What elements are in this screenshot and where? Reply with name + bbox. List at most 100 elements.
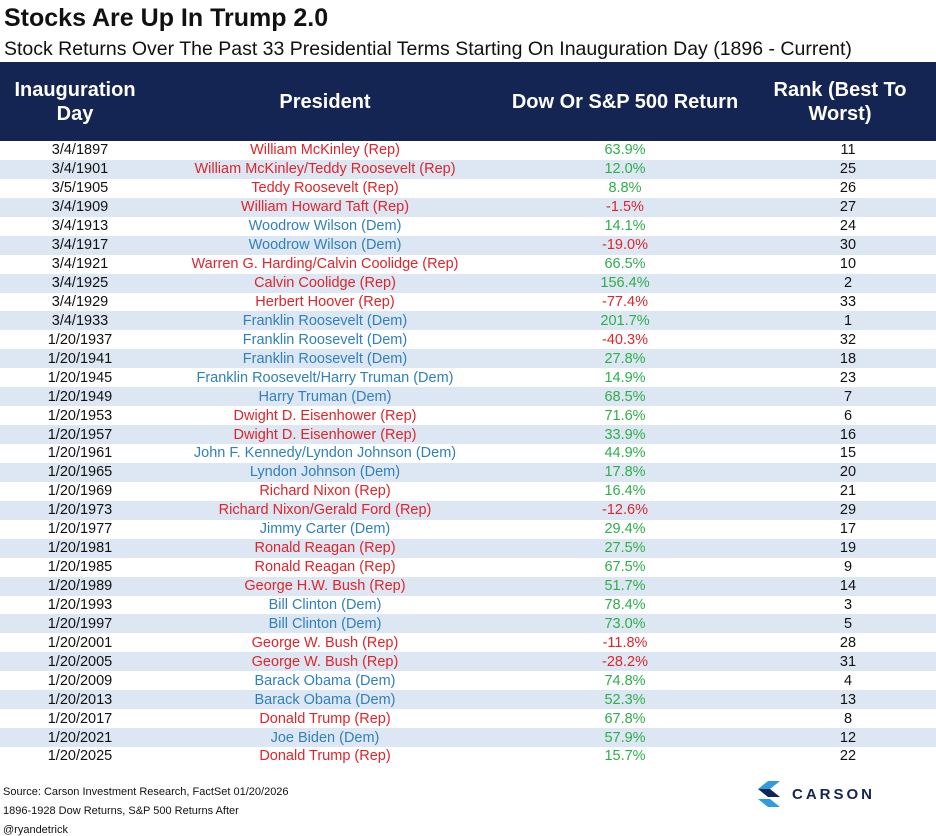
date-cell: 1/20/1985 (47, 559, 113, 576)
rank-cell: 29 (839, 502, 857, 519)
date-cell: 1/20/1989 (47, 578, 113, 595)
rank-cell: 22 (839, 748, 857, 765)
president-cell: William Howard Taft (Rep) (240, 199, 410, 216)
footer-line: @ryandetrick (3, 824, 68, 836)
president-cell: Franklin Roosevelt (Dem) (242, 312, 408, 329)
date-cell: 1/20/1969 (47, 483, 113, 500)
president-cell: William McKinley/Teddy Roosevelt (Rep) (194, 161, 456, 178)
rank-cell: 9 (843, 559, 853, 576)
date-cell: 1/20/1981 (47, 540, 113, 557)
rank-cell: 17 (839, 521, 857, 538)
table-row: 3/4/1925 Calvin Coolidge (Rep) 156.4% 2 (0, 273, 936, 293)
return-cell: 44.9% (604, 445, 646, 462)
rank-cell: 33 (839, 293, 857, 310)
table-row: 1/20/1941 Franklin Roosevelt (Dem) 27.8% 18 (0, 349, 936, 369)
date-cell: 3/4/1933 (51, 312, 109, 329)
table-row: 1/20/1945 Franklin Roosevelt/Harry Truman… (0, 368, 936, 387)
date-cell: 3/4/1929 (51, 293, 109, 310)
table-row: 1/20/1981 Ronald Reagan (Rep) 27.5% 19 (0, 538, 936, 558)
rank-cell: 32 (839, 331, 857, 348)
table-row: 1/20/2021 Joe Biden (Dem) 57.9% 12 (0, 728, 936, 747)
date-cell: 1/20/1993 (47, 596, 113, 613)
return-cell: 201.7% (600, 312, 650, 329)
return-cell: 15.7% (604, 748, 646, 765)
footer-line: 1896-1928 Dow Returns, S&P 500 Returns A… (3, 805, 239, 817)
return-cell: 67.5% (604, 559, 646, 576)
return-cell: 63.9% (604, 142, 646, 159)
table-row: 1/20/1969 Richard Nixon (Rep) 16.4% 21 (0, 482, 936, 501)
rank-cell: 25 (839, 161, 857, 178)
table-row: 3/4/1913 Woodrow Wilson (Dem) 14.1% 24 (0, 217, 936, 236)
president-cell: William McKinley (Rep) (250, 142, 400, 159)
president-cell: Donald Trump (Rep) (259, 748, 391, 765)
rank-cell: 13 (839, 691, 857, 708)
rank-cell: 1 (843, 312, 853, 329)
title: Stocks Are Up In Trump 2.0 (4, 4, 329, 32)
date-cell: 1/20/2025 (47, 748, 113, 765)
column-header: Dow Or S&P 500 Return (511, 90, 739, 113)
return-cell: 14.1% (604, 218, 646, 235)
president-cell: Dwight D. Eisenhower (Rep) (233, 407, 417, 424)
date-cell: 3/4/1901 (51, 161, 109, 178)
return-cell: -19.0% (602, 237, 648, 254)
date-cell: 3/4/1917 (51, 237, 109, 254)
logo-text: CARSON (792, 785, 876, 803)
president-cell: Bill Clinton (Dem) (268, 615, 382, 632)
president-cell: Ronald Reagan (Rep) (254, 559, 396, 576)
date-cell: 1/20/2017 (47, 710, 113, 727)
table-row: 1/20/1993 Bill Clinton (Dem) 78.4% 3 (0, 596, 936, 615)
table-row: 1/20/1965 Lyndon Johnson (Dem) 17.8% 20 (0, 462, 936, 482)
rank-cell: 24 (839, 218, 857, 235)
table-row: 1/20/1961 John F. Kennedy/Lyndon Johnson … (0, 444, 936, 463)
president-cell: Lyndon Johnson (Dem) (249, 464, 401, 481)
date-cell: 3/5/1905 (51, 180, 109, 197)
table-row: 1/20/1937 Franklin Roosevelt (Dem) -40.3% 3… (0, 330, 936, 349)
return-cell: 74.8% (604, 672, 646, 689)
rank-cell: 3 (843, 596, 853, 613)
date-cell: 1/20/1961 (47, 445, 113, 462)
president-cell: Barack Obama (Dem) (254, 672, 396, 689)
table-row: 1/20/1997 Bill Clinton (Dem) 73.0% 5 (0, 614, 936, 634)
return-cell: 17.8% (604, 464, 646, 481)
rank-cell: 15 (839, 445, 857, 462)
table-row: 1/20/1977 Jimmy Carter (Dem) 29.4% 17 (0, 520, 936, 539)
table-row: 3/4/1921 Warren G. Harding/Calvin Coolidg… (0, 255, 936, 274)
president-cell: Barack Obama (Dem) (254, 691, 396, 708)
footer-line: Source: Carson Investment Research, Fact… (3, 786, 289, 798)
return-cell: 78.4% (604, 596, 646, 613)
president-cell: Woodrow Wilson (Dem) (248, 218, 402, 235)
rank-cell: 4 (843, 672, 853, 689)
president-cell: Franklin Roosevelt (Dem) (242, 331, 408, 348)
return-cell: 67.8% (604, 710, 646, 727)
president-cell: Bill Clinton (Dem) (268, 596, 382, 613)
return-cell: -12.6% (602, 502, 648, 519)
president-cell: Dwight D. Eisenhower (Rep) (233, 426, 417, 443)
return-cell: 29.4% (604, 521, 646, 538)
rank-cell: 27 (839, 199, 857, 216)
return-cell: 27.8% (604, 350, 646, 367)
president-cell: Franklin Roosevelt/Harry Truman (Dem) (196, 369, 454, 386)
president-cell: Franklin Roosevelt (Dem) (242, 350, 408, 367)
rank-cell: 26 (839, 180, 857, 197)
table-row: 3/4/1901 William McKinley/Teddy Roosevelt… (0, 159, 936, 179)
return-cell: 8.8% (608, 180, 642, 197)
rank-cell: 16 (839, 426, 857, 443)
return-cell: 156.4% (600, 275, 650, 292)
date-cell: 1/20/1997 (47, 615, 113, 632)
date-cell: 1/20/1949 (47, 388, 113, 405)
return-cell: -77.4% (602, 293, 648, 310)
table-row: 1/20/1957 Dwight D. Eisenhower (Rep) 33.9%… (0, 425, 936, 444)
table-row: 1/20/1985 Ronald Reagan (Rep) 67.5% 9 (0, 558, 936, 577)
return-cell: 33.9% (604, 426, 646, 443)
table-row: 1/20/1989 George H.W. Bush (Rep) 51.7% 14 (0, 576, 936, 596)
table-row: 1/20/2025 Donald Trump (Rep) 15.7% 22 (0, 747, 936, 766)
date-cell: 3/4/1913 (51, 218, 109, 235)
date-cell: 1/20/1945 (47, 369, 113, 386)
column-header: Rank (Best To Worst) (773, 78, 907, 125)
rank-cell: 28 (839, 634, 857, 651)
table-row: 1/20/1973 Richard Nixon/Gerald Ford (Rep)… (0, 500, 936, 520)
table-row: 3/4/1929 Herbert Hoover (Rep) -77.4% 33 (0, 293, 936, 312)
table-row: 3/4/1897 William McKinley (Rep) 63.9% 11 (0, 141, 936, 160)
president-cell: John F. Kennedy/Lyndon Johnson (Dem) (193, 445, 457, 462)
return-cell: 68.5% (604, 388, 646, 405)
